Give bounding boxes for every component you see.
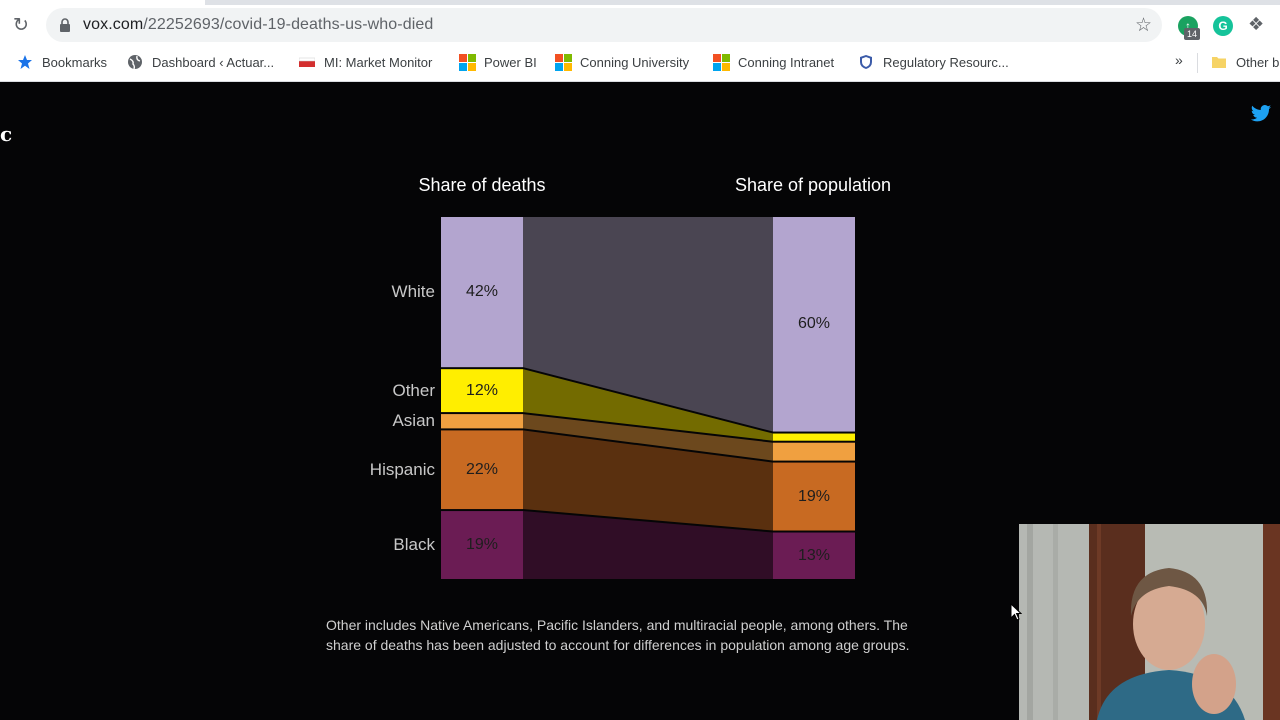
bookmark-star-icon[interactable]: ☆ bbox=[1134, 14, 1152, 36]
bookmark-item[interactable]: MI: Market Monitor bbox=[299, 53, 432, 71]
twitter-icon[interactable] bbox=[1250, 104, 1272, 124]
url-text: vox.com/22252693/covid-19-deaths-us-who-… bbox=[83, 16, 433, 34]
bookmark-label: Dashboard ‹ Actuar... bbox=[152, 54, 275, 70]
other-bookmarks[interactable]: Other b bbox=[1211, 53, 1279, 71]
bookmark-item[interactable]: Regulatory Resourc... bbox=[858, 53, 1009, 71]
webcam-person-image bbox=[1019, 524, 1280, 720]
bookmark-label: Conning University bbox=[580, 54, 690, 70]
lock-icon bbox=[60, 18, 70, 32]
deaths-bar-white bbox=[441, 217, 523, 368]
deaths-bar-hispanic bbox=[441, 430, 523, 510]
deaths-value-black: 19% bbox=[465, 536, 499, 554]
category-label-white: White bbox=[391, 282, 435, 302]
other-bookmarks-label: Other b bbox=[1236, 54, 1280, 70]
bookmark-item[interactable]: Conning University bbox=[555, 53, 689, 71]
star-icon bbox=[18, 55, 32, 69]
address-bar[interactable]: vox.com/22252693/covid-19-deaths-us-who-… bbox=[46, 8, 1162, 42]
deaths-value-white: 42% bbox=[465, 283, 499, 301]
population-value-white: 60% bbox=[797, 315, 831, 333]
globe-icon bbox=[128, 55, 142, 70]
url-host: vox.com bbox=[83, 16, 144, 33]
category-label-other: Other bbox=[392, 380, 435, 400]
chart-footnote: Other includes Native Americans, Pacific… bbox=[326, 617, 910, 653]
microsoft-icon bbox=[555, 54, 572, 71]
bookmark-label: Power BI bbox=[484, 54, 537, 70]
column-title-deaths: Share of deaths bbox=[418, 175, 546, 195]
vox-logo-icon[interactable]: c bbox=[0, 102, 13, 146]
population-value-black: 13% bbox=[797, 546, 831, 564]
flow-band-asian bbox=[523, 414, 773, 461]
deaths-value-other: 12% bbox=[465, 381, 499, 399]
category-label-asian: Asian bbox=[392, 411, 435, 431]
browser-toolbar: ↻ vox.com/22252693/covid-19-deaths-us-wh… bbox=[0, 6, 1280, 44]
deaths-bar-asian bbox=[441, 414, 523, 429]
category-label-hispanic: Hispanic bbox=[369, 459, 435, 479]
microsoft-icon bbox=[459, 54, 476, 71]
bookmark-label: Bookmarks bbox=[42, 54, 108, 70]
deaths-bar-other bbox=[441, 369, 523, 413]
bookmark-label: Regulatory Resourc... bbox=[883, 54, 1009, 70]
population-bar-black bbox=[773, 532, 855, 579]
alluvial-chart bbox=[441, 217, 855, 579]
population-bar-other bbox=[773, 433, 855, 441]
bookmark-item[interactable]: Power BI bbox=[459, 53, 537, 71]
category-label-black: Black bbox=[393, 535, 435, 555]
bookmark-label: MI: Market Monitor bbox=[324, 54, 433, 70]
population-bar-hispanic bbox=[773, 462, 855, 531]
tab-strip bbox=[0, 0, 1280, 6]
flag-icon bbox=[299, 57, 315, 67]
deaths-bar-black bbox=[441, 511, 523, 579]
bookmarks-divider bbox=[1197, 53, 1198, 73]
bookmarks-overflow-button[interactable]: » bbox=[1175, 52, 1183, 68]
column-title-population: Share of population bbox=[734, 175, 892, 195]
bookmark-item[interactable]: Dashboard ‹ Actuar... bbox=[127, 53, 274, 71]
deaths-value-hispanic: 22% bbox=[465, 460, 499, 478]
folder-icon bbox=[1212, 57, 1226, 68]
microsoft-icon bbox=[713, 54, 730, 71]
extension-badge: 14 bbox=[1184, 28, 1201, 40]
flow-band-hispanic bbox=[523, 430, 773, 531]
grammarly-icon[interactable]: G bbox=[1213, 16, 1233, 36]
bookmark-item[interactable]: Bookmarks bbox=[17, 53, 107, 71]
flow-band-black bbox=[523, 511, 773, 579]
population-bar-asian bbox=[773, 442, 855, 461]
flow-band-other bbox=[523, 369, 773, 441]
bookmark-label: Conning Intranet bbox=[738, 54, 835, 70]
shield-icon bbox=[860, 55, 872, 69]
url-path: /22252693/covid-19-deaths-us-who-died bbox=[143, 16, 434, 33]
mouse-cursor-icon bbox=[1010, 603, 1022, 621]
bookmarks-bar: Bookmarks Dashboard ‹ Actuar... MI: Mark… bbox=[0, 44, 1280, 82]
population-bar-white bbox=[773, 217, 855, 432]
population-value-hispanic: 19% bbox=[797, 487, 831, 505]
reload-icon[interactable]: ↻ bbox=[13, 14, 29, 36]
web-page: c Share of deaths Share of population Wh… bbox=[0, 82, 1280, 720]
extensions-puzzle-icon[interactable]: ❖ bbox=[1248, 14, 1265, 35]
webcam-overlay bbox=[1019, 524, 1280, 720]
bookmark-item[interactable]: Conning Intranet bbox=[713, 53, 834, 71]
flow-band-white bbox=[523, 217, 773, 432]
